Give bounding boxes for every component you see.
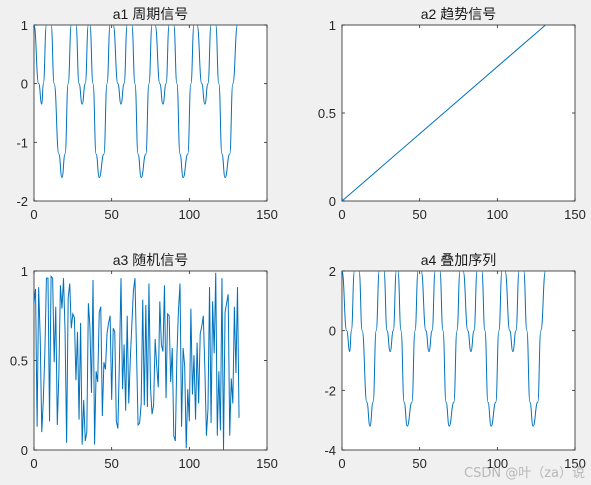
y-tick-label: 0 [21, 77, 28, 92]
series-line-4 [342, 271, 546, 427]
y-tick-label: 0.5 [318, 106, 336, 121]
y-tick-label: -4 [324, 443, 336, 458]
x-tick-label: 0 [338, 456, 345, 471]
y-tick-label: 1 [21, 18, 28, 33]
x-tick-label: 100 [486, 207, 508, 222]
y-tick-label: 0 [329, 194, 336, 209]
x-tick-label: 100 [178, 456, 200, 471]
y-tick-label: -2 [324, 383, 336, 398]
y-tick-label: 1 [329, 18, 336, 33]
x-tick-label: 50 [412, 207, 426, 222]
x-tick-label: 0 [30, 456, 37, 471]
x-tick-label: 50 [104, 456, 118, 471]
y-tick-label: 1 [21, 264, 28, 279]
x-tick-label: 0 [30, 207, 37, 222]
y-tick-label: -2 [16, 194, 28, 209]
plot-title-1: a1 周期信号 [113, 6, 188, 22]
x-tick-label: 150 [256, 207, 278, 222]
axes-2 [341, 24, 576, 202]
watermark: CSDN @叶（za）说 [464, 466, 585, 481]
x-tick-label: 100 [178, 207, 200, 222]
x-tick-label: 150 [564, 456, 586, 471]
x-tick-label: 100 [486, 456, 508, 471]
x-tick-label: 150 [256, 456, 278, 471]
y-tick-label: 0 [21, 443, 28, 458]
y-tick-label: 2 [329, 264, 336, 279]
y-tick-label: 0.5 [10, 354, 28, 369]
series-line-2 [342, 25, 546, 201]
x-tick-label: 50 [412, 456, 426, 471]
y-tick-label: 0 [329, 324, 336, 339]
plot-title-3: a3 随机信号 [113, 252, 188, 268]
y-tick-label: -1 [16, 135, 28, 150]
x-tick-label: 0 [338, 207, 345, 222]
plot-title-4: a4 叠加序列 [421, 252, 496, 268]
x-tick-label: 50 [104, 207, 118, 222]
series-line-3 [34, 272, 240, 450]
x-tick-label: 150 [564, 207, 586, 222]
plot-title-2: a2 趋势信号 [421, 6, 496, 22]
series-line-1 [34, 25, 238, 179]
